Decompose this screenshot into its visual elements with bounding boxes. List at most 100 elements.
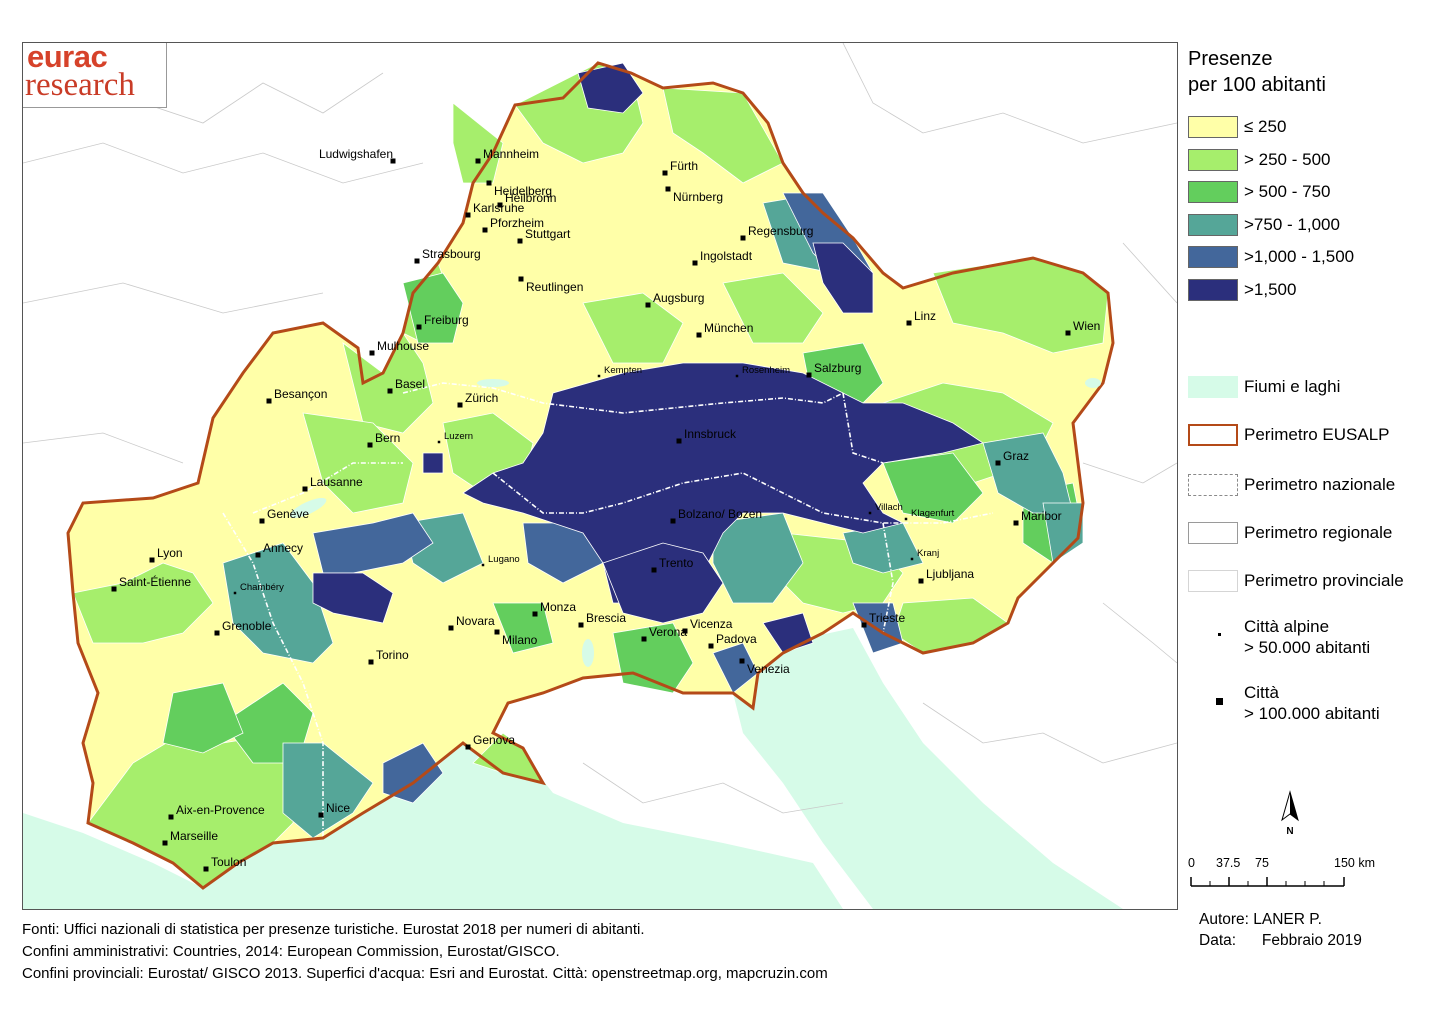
legend-feature-label: Perimetro regionale xyxy=(1244,523,1393,542)
logo-line-1: eurac xyxy=(27,42,108,74)
city-label: Trento xyxy=(659,556,694,570)
city-label: Graz xyxy=(1003,449,1029,463)
legend-feature-label: Fiumi e laghi xyxy=(1244,377,1341,396)
map-frame: Ludwigshafen Mannheim Heidelberg Fürth Nürnb… xyxy=(22,42,1178,910)
city-label: Reutlingen xyxy=(526,280,583,294)
city-marker xyxy=(517,238,523,244)
legend-class-label: >1,500 xyxy=(1244,279,1297,299)
legend-feature-swatch xyxy=(1188,474,1238,496)
city-marker xyxy=(651,567,657,573)
city-label: Regensburg xyxy=(748,224,813,238)
alpine-cities-line-1: Città alpine xyxy=(1244,617,1330,636)
logo-line-2: research xyxy=(25,67,135,103)
city-label: Venezia xyxy=(747,662,790,676)
city-marker xyxy=(995,460,1001,466)
city-marker xyxy=(739,658,745,664)
city-marker xyxy=(111,586,117,592)
credit-line-1: Fonti: Uffici nazionali di statistica pe… xyxy=(22,921,645,938)
city-label: Mulhouse xyxy=(377,339,429,353)
city-marker xyxy=(259,518,265,524)
legend-feature-row: Fiumi e laghi xyxy=(1188,376,1428,400)
city-marker xyxy=(367,442,373,448)
city-marker xyxy=(448,625,454,631)
city-label: Innsbruck xyxy=(684,427,737,441)
legend-class-label: > 500 - 750 xyxy=(1244,182,1331,201)
city-label: Nice xyxy=(326,801,350,815)
city-label: Milano xyxy=(502,633,538,647)
scale-bar-graphic xyxy=(1190,877,1345,887)
city-label: Ingolstadt xyxy=(700,249,753,263)
city-marker xyxy=(532,611,538,617)
city-marker xyxy=(416,324,422,330)
neighbor-region-lines xyxy=(23,43,1177,814)
city-marker xyxy=(1013,520,1019,526)
city-marker xyxy=(1065,330,1071,336)
city-marker xyxy=(168,814,174,820)
big-cities-line-1: Città xyxy=(1244,683,1279,702)
legend-title-line-1: Presenze xyxy=(1188,48,1273,70)
legend-class-row: > 250 - 500 xyxy=(1188,148,1428,173)
city-label: Pforzheim xyxy=(490,216,544,230)
city-marker xyxy=(255,552,261,558)
city-label: Salzburg xyxy=(814,361,861,375)
city-marker xyxy=(868,511,872,515)
city-label: Stuttgart xyxy=(525,227,571,241)
city-marker xyxy=(806,372,812,378)
city-marker xyxy=(475,158,481,164)
city-label: Bern xyxy=(375,431,400,445)
legend-big-cities: Città > 100.000 abitanti xyxy=(1188,682,1428,728)
city-label: Lugano xyxy=(488,554,520,565)
lakes xyxy=(289,378,1101,667)
scale-bar: 0 37.5 75 150 km xyxy=(1188,856,1388,896)
city-marker xyxy=(682,628,688,634)
legend-class-label: ≤ 250 xyxy=(1244,117,1287,136)
city-marker xyxy=(233,591,237,595)
legend-title: Presenze per 100 abitanti xyxy=(1188,46,1430,98)
city-label: Aix-en-Provence xyxy=(176,803,265,817)
scale-tick-2: 75 xyxy=(1255,856,1269,870)
legend-feature-swatch xyxy=(1188,424,1238,446)
legend-swatch xyxy=(1188,148,1238,171)
city-marker xyxy=(387,388,393,394)
city-marker xyxy=(597,374,601,378)
city-layer: Ludwigshafen Mannheim Heidelberg Fürth Nürnb… xyxy=(111,147,1100,872)
city-marker xyxy=(735,374,739,378)
city-marker xyxy=(162,840,168,846)
north-label: N xyxy=(1286,826,1293,837)
city-marker xyxy=(318,812,324,818)
city-marker xyxy=(266,398,272,404)
legend-class-label: > 250 - 500 xyxy=(1244,149,1331,169)
scale-tick-3: 150 km xyxy=(1334,856,1375,870)
city-marker xyxy=(457,402,463,408)
city-label: Heidelberg xyxy=(494,184,552,198)
choropleth-map: Ludwigshafen Mannheim Heidelberg Fürth Nürnb… xyxy=(23,43,1177,909)
author-info: Autore: LANER P. Data: Febbraio 2019 xyxy=(1199,909,1362,951)
legend-class-row: >1,000 - 1,500 xyxy=(1188,246,1428,270)
legend-alpine-cities-label: Città alpine > 50.000 abitanti xyxy=(1244,616,1370,658)
date-value: Febbraio 2019 xyxy=(1261,932,1362,949)
city-label: Padova xyxy=(716,632,757,646)
legend-swatch xyxy=(1188,278,1238,301)
legend-class-label: >750 - 1,000 xyxy=(1244,214,1340,234)
city-label: Zürich xyxy=(465,391,498,405)
city-marker xyxy=(203,866,209,872)
legend-feature-label: Perimetro provinciale xyxy=(1244,571,1404,590)
city-label: Bolzano/ Bozen xyxy=(678,507,762,521)
map-credits: Fonti: Uffici nazionali di statistica pe… xyxy=(22,919,922,985)
city-label: Freiburg xyxy=(424,313,469,327)
city-marker xyxy=(861,622,867,628)
city-label: Lausanne xyxy=(310,475,363,489)
city-marker xyxy=(645,302,651,308)
map-legend: Presenze per 100 abitanti ≤ 250 > 250 - 5… xyxy=(1188,46,1430,723)
legend-big-cities-label: Città > 100.000 abitanti xyxy=(1244,682,1380,724)
city-label: Lyon xyxy=(157,546,183,560)
city-label: Genève xyxy=(267,507,309,521)
alpine-city-marker xyxy=(1218,633,1221,636)
city-marker xyxy=(676,438,682,444)
sea-area xyxy=(23,743,843,909)
city-label: Ljubljana xyxy=(926,567,974,581)
author-line: Autore: LANER P. xyxy=(1199,911,1322,928)
legend-class-row: >1,500 xyxy=(1188,278,1428,303)
city-label: Luzern xyxy=(444,431,473,442)
date-line: Data: Febbraio 2019 xyxy=(1199,930,1362,951)
